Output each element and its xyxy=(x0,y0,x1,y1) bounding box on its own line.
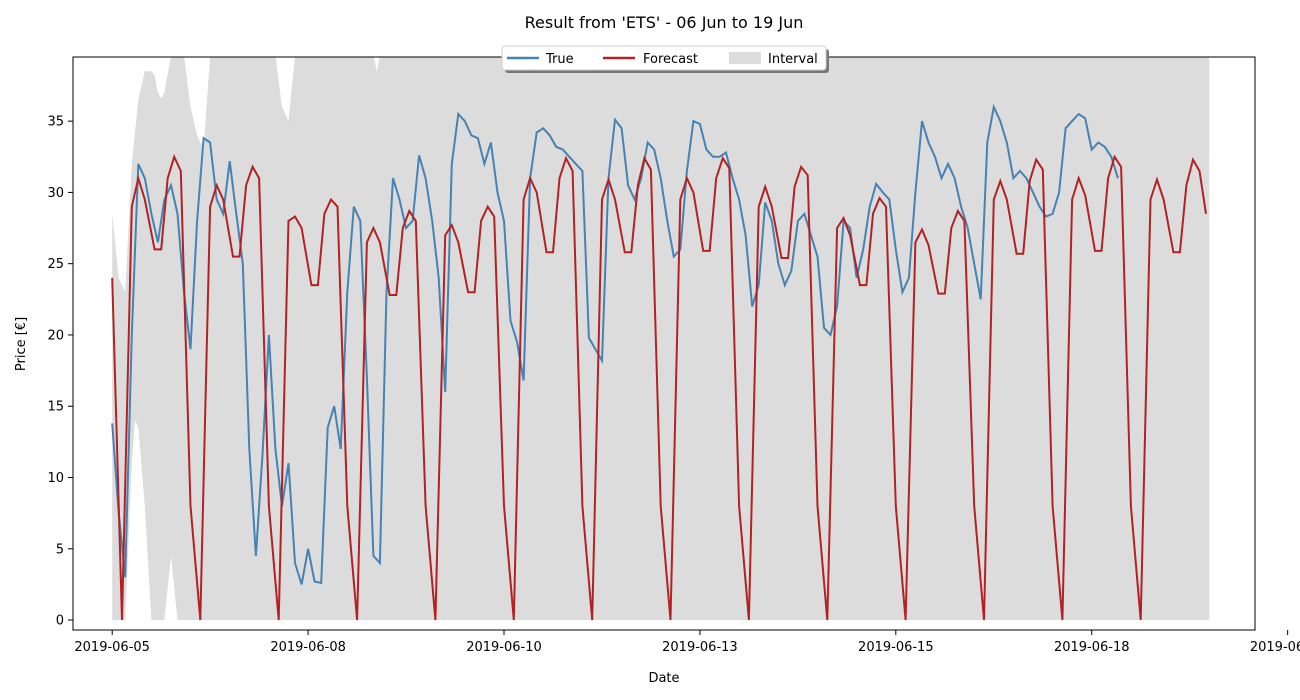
y-tick-label: 0 xyxy=(56,614,64,629)
x-tick-label: 2019-06-10 xyxy=(466,640,542,655)
plot-area xyxy=(111,57,1210,621)
y-tick-label: 30 xyxy=(47,186,64,201)
x-tick-label: 2019-06-13 xyxy=(662,640,738,655)
y-tick-label: 10 xyxy=(47,471,64,486)
interval-band xyxy=(112,57,1210,620)
x-tick-label: 2019-06-15 xyxy=(858,640,934,655)
y-axis: 0 5 10 15 20 25 30 35 xyxy=(47,115,73,629)
x-tick-label: 2019-06-20 xyxy=(1250,640,1300,655)
x-axis-label: Date xyxy=(648,671,679,686)
chart-title: Result from 'ETS' - 06 Jun to 19 Jun xyxy=(525,13,804,32)
legend-label-true: True xyxy=(545,52,574,67)
legend-swatch-interval xyxy=(729,52,761,64)
legend: True Forecast Interval xyxy=(501,45,829,73)
y-tick-label: 5 xyxy=(56,542,64,557)
y-tick-label: 20 xyxy=(47,328,64,343)
y-tick-label: 35 xyxy=(47,115,64,130)
y-tick-label: 15 xyxy=(47,400,64,415)
true-series-line xyxy=(111,103,1119,585)
legend-label-forecast: Forecast xyxy=(643,52,698,67)
x-axis: 2019-06-05 2019-06-08 2019-06-10 2019-06-13… xyxy=(74,630,1300,655)
forecast-series-line xyxy=(111,154,1207,621)
x-tick-label: 2019-06-05 xyxy=(74,640,150,655)
legend-label-interval: Interval xyxy=(768,52,818,67)
y-axis-label: Price [€] xyxy=(14,317,29,371)
y-tick-label: 25 xyxy=(47,257,64,272)
x-tick-label: 2019-06-18 xyxy=(1054,640,1130,655)
x-tick-label: 2019-06-08 xyxy=(270,640,346,655)
